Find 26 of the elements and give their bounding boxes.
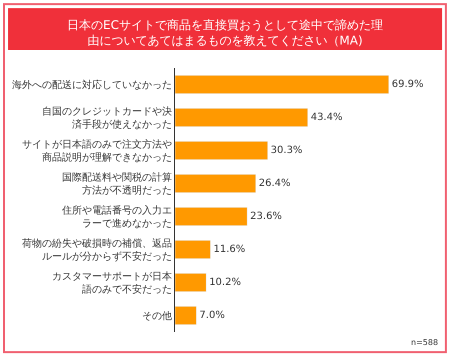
data-label: 43.4% [310, 112, 342, 123]
bar [175, 75, 389, 94]
text: n=588 [411, 338, 438, 347]
data-label: 11.6% [213, 244, 246, 256]
y-tick-label: その他 [142, 310, 172, 322]
bar [175, 306, 197, 325]
bar [175, 207, 248, 226]
data-label: 23.6% [250, 211, 282, 222]
data-label: 26.4% [258, 178, 291, 190]
y-tick-label: 荷物の紛失や破損時の補償、返品ルールが分からず不安だった [22, 238, 172, 262]
y-tick-label: サイトが日本語のみで注文方法や商品説明が理解できなかった [22, 138, 172, 164]
data-label: 10.2% [209, 277, 241, 288]
bar [175, 273, 206, 292]
y-tick-label: 住所や電話番号の入力エラーで進めなかった [62, 204, 172, 230]
y-tick-label: カスタマーサポートが日本語のみで不安だった [52, 270, 172, 296]
chart-title: 日本のECサイトで商品を直接買おうとして途中で諦めた理由についてあてはまるものを教えてください（MA) [67, 18, 383, 48]
bar [175, 108, 308, 127]
data-label: 7.0% [199, 310, 225, 322]
y-tick-label: 自国のクレジットカードや決済手段が使えなかった [42, 106, 172, 130]
bar [175, 174, 256, 193]
bar [175, 141, 268, 160]
data-label: 69.9% [392, 79, 424, 90]
bar [175, 240, 211, 259]
data-label: 30.3% [270, 145, 302, 156]
y-tick-label: 国際配送料や関税の計算方法が不透明だった [62, 172, 172, 196]
y-tick-label: 海外への配送に対応していなかった [12, 79, 172, 91]
